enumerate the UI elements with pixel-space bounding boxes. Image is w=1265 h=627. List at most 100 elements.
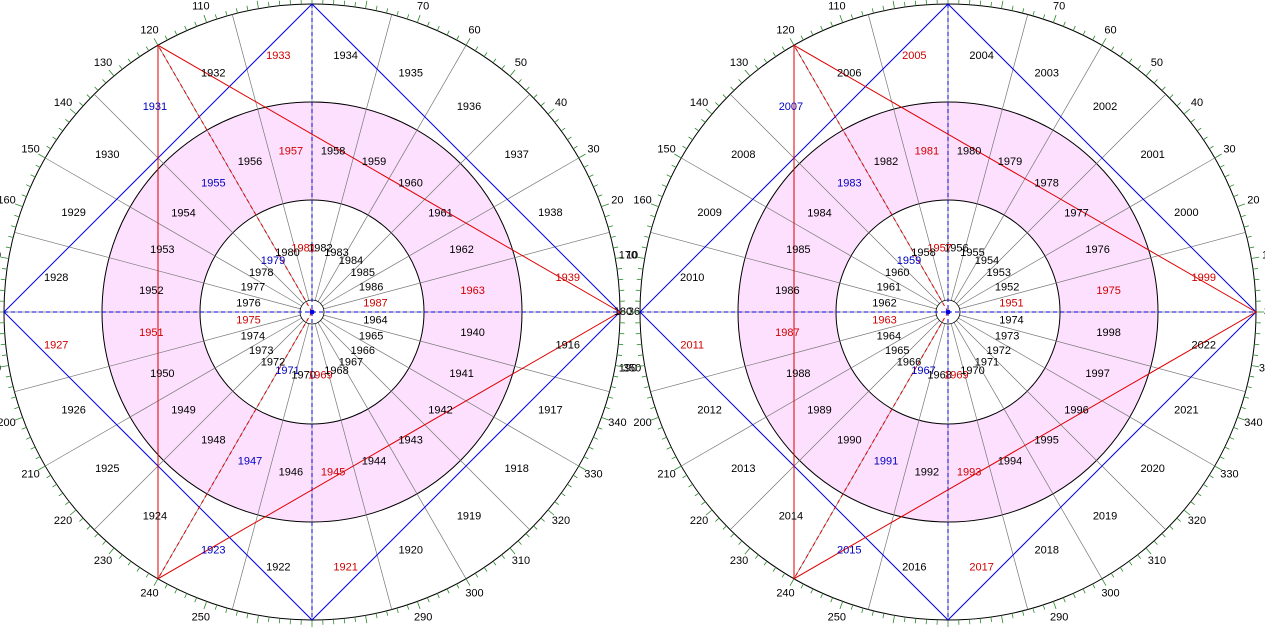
degree-label: 60	[468, 24, 480, 36]
degree-tick	[501, 554, 506, 559]
year-label: 1984	[339, 255, 363, 267]
degree-tick	[1161, 533, 1166, 538]
degree-tick	[108, 547, 115, 555]
degree-tick	[1169, 94, 1174, 99]
degree-tick	[1233, 194, 1239, 197]
degree-tick	[14, 406, 20, 410]
sector-line	[959, 314, 1246, 393]
year-label: 1972	[987, 345, 1011, 357]
degree-tick	[1101, 38, 1107, 46]
year-label: 1950	[150, 368, 174, 380]
year-label: 1991	[874, 456, 898, 468]
year-label: 1982	[874, 156, 898, 168]
center-dot	[309, 309, 315, 315]
year-label: 1962	[449, 244, 473, 256]
degree-tick	[637, 354, 644, 356]
degree-tick	[86, 525, 91, 530]
degree-label: 60	[1104, 24, 1116, 36]
year-label: 1974	[999, 314, 1023, 326]
year-label: 1980	[275, 247, 299, 259]
year-label: 1945	[321, 467, 345, 479]
sector-line	[956, 320, 1167, 531]
degree-tick	[892, 0, 895, 9]
degree-tick	[11, 225, 17, 228]
degree-tick	[509, 69, 516, 77]
degree-tick	[1032, 11, 1035, 17]
degree-tick	[396, 607, 399, 613]
degree-tick	[278, 0, 281, 6]
degree-tick	[492, 560, 497, 566]
year-label: 2013	[731, 463, 755, 475]
year-label: 1920	[398, 544, 422, 556]
degree-tick	[214, 604, 218, 610]
sector-line	[157, 322, 307, 579]
degree-label: 70	[417, 1, 429, 13]
sector-line	[650, 314, 937, 393]
degree-tick	[636, 256, 645, 259]
year-label: 2015	[837, 544, 861, 556]
degree-tick	[1169, 525, 1174, 530]
degree-tick	[194, 597, 197, 603]
year-label: 1971	[975, 357, 999, 369]
degree-label: 360	[1264, 306, 1265, 318]
degree-label: 210	[657, 468, 675, 480]
year-label: 1940	[460, 327, 484, 339]
degree-tick	[1240, 214, 1246, 218]
degree-tick	[145, 46, 150, 52]
degree-tick	[979, 618, 982, 624]
degree-tick	[1203, 136, 1208, 141]
degree-tick	[1252, 354, 1259, 356]
degree-tick	[456, 583, 460, 589]
sector-line	[322, 317, 579, 467]
degree-tick	[465, 578, 471, 586]
degree-label: 30	[1223, 143, 1235, 155]
year-label: 1981	[291, 242, 315, 254]
year-label: 1965	[885, 345, 909, 357]
degree-tick	[235, 8, 238, 14]
year-label: 1971	[275, 365, 299, 377]
degree-tick	[69, 108, 77, 115]
degree-tick	[517, 79, 522, 84]
degree-tick	[1001, 0, 1004, 9]
degree-tick	[738, 540, 743, 545]
degree-tick	[268, 616, 270, 623]
year-label: 1959	[362, 156, 386, 168]
degree-tick	[365, 0, 368, 9]
degree-tick	[914, 0, 917, 6]
year-label: 2018	[1034, 544, 1058, 556]
year-label: 1977	[1064, 207, 1088, 219]
degree-tick	[406, 604, 410, 610]
degree-label: 70	[1053, 1, 1065, 13]
degree-label: 250	[828, 611, 846, 623]
degree-tick	[533, 525, 538, 530]
year-label: 1981	[915, 145, 939, 157]
degree-tick	[0, 256, 9, 259]
degree-tick	[375, 5, 378, 11]
degree-tick	[456, 35, 460, 41]
year-label: 1954	[975, 255, 999, 267]
degree-tick	[547, 509, 555, 516]
degree-tick	[1246, 386, 1252, 389]
degree-tick	[830, 597, 833, 603]
year-label: 1993	[957, 467, 981, 479]
degree-tick	[810, 30, 814, 36]
year-label: 1984	[807, 207, 831, 219]
degree-tick	[246, 613, 249, 619]
degree-tick	[560, 492, 566, 497]
degree-tick	[554, 118, 559, 123]
degree-tick	[666, 446, 672, 450]
sector-line	[956, 93, 1167, 304]
degree-tick	[474, 46, 479, 52]
degree-tick	[1145, 69, 1152, 77]
degree-tick	[203, 601, 208, 610]
year-label: 1982	[308, 242, 332, 254]
year-label: 1947	[238, 456, 262, 468]
degree-tick	[278, 618, 281, 624]
year-label: 1969	[944, 369, 968, 381]
degree-tick	[763, 560, 768, 566]
year-label: 1936	[457, 101, 481, 113]
degree-tick	[136, 567, 141, 572]
degree-tick	[730, 533, 735, 538]
degree-tick	[781, 572, 786, 578]
year-label: 1937	[504, 149, 528, 161]
